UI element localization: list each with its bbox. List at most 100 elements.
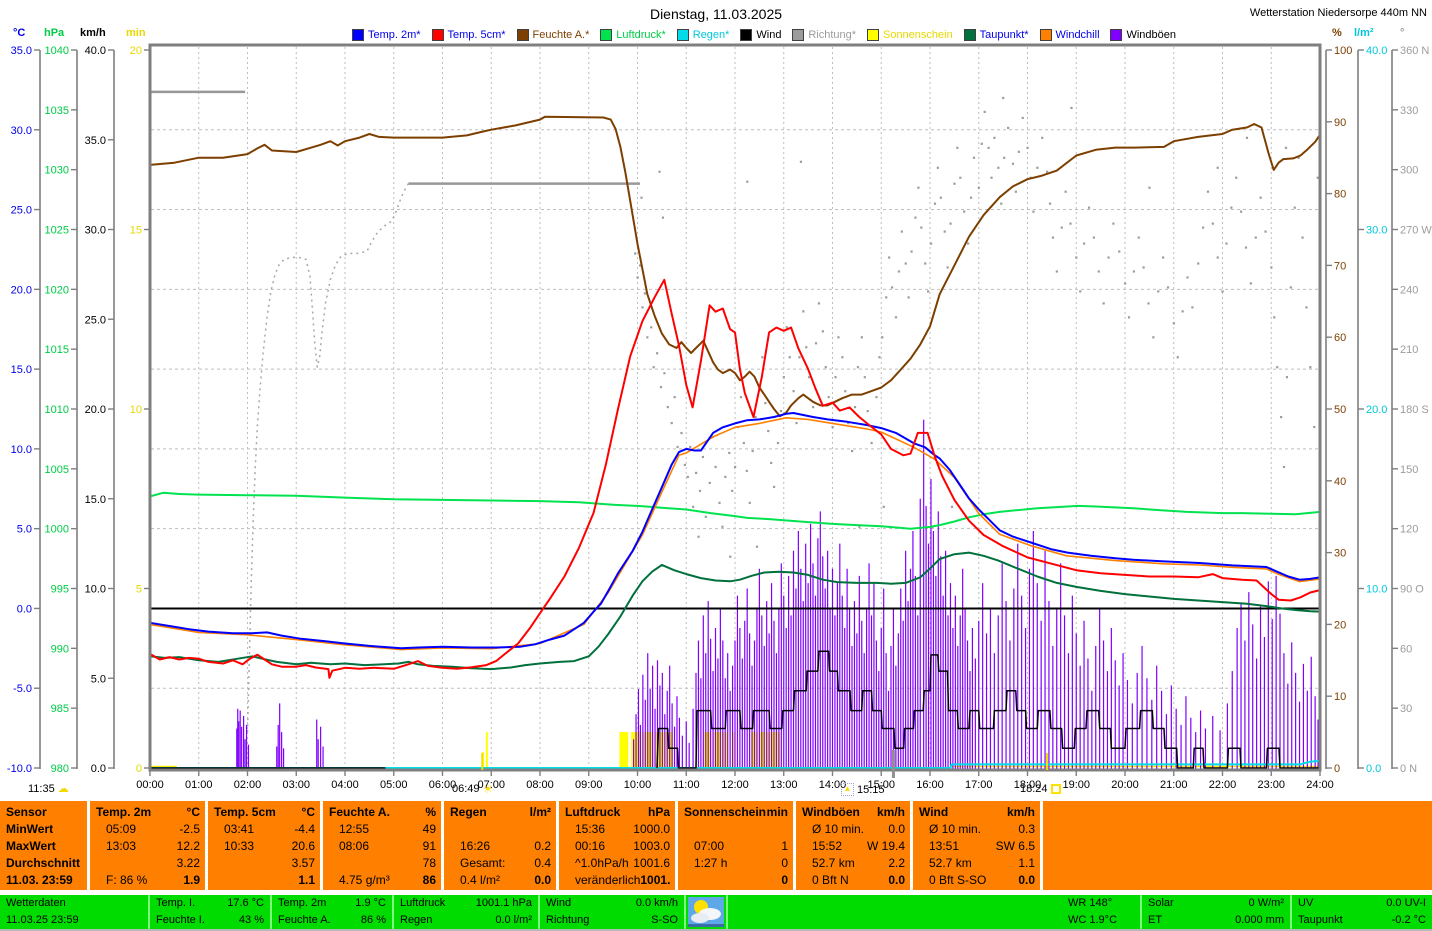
- wind-direction-dot: [689, 445, 692, 449]
- wind-direction-dot: [1147, 302, 1150, 305]
- axis-tick-label: 15: [130, 225, 142, 237]
- axis-tick-label: 330: [1400, 105, 1418, 117]
- wind-direction-dot: [1127, 316, 1131, 319]
- stats-col-windb-en: Windböen km/h Ø 10 min. 0.0 15:52 W 19.4 52.7 …: [796, 801, 913, 890]
- wind-direction-dot: [776, 441, 780, 445]
- axis-tick-label: 30: [1334, 548, 1346, 560]
- axis-tick-label: 0: [1334, 763, 1340, 775]
- status-spacer: [728, 895, 1062, 929]
- stats-cell-label: F: 86 %: [106, 873, 148, 888]
- wind-direction-dot: [1166, 286, 1170, 289]
- wind-direction-dot: [1301, 236, 1304, 239]
- stats-cell-label: 0.4 l/m²: [460, 873, 501, 888]
- wind-direction-dot: [1157, 290, 1160, 293]
- stats-cell-value: km/h: [876, 804, 905, 819]
- wind-direction-dot: [1172, 322, 1175, 325]
- wind-direction-dot: [1097, 270, 1100, 273]
- wind-direction-dot: [949, 222, 952, 225]
- wind-direction-dot: [1206, 190, 1210, 193]
- wind-direction-dot: [831, 425, 834, 429]
- wind-direction-dot: [1181, 310, 1184, 313]
- wind-direction-dot: [1221, 290, 1224, 293]
- time-tick-label: 00:00: [136, 779, 164, 791]
- astro-annotation-moon: 11:35 ☁: [28, 783, 69, 795]
- wind-direction-dot: [980, 142, 983, 145]
- axis-tick-label: 1005: [45, 464, 69, 476]
- legend-label: Luftdruck*: [616, 29, 666, 41]
- axis-unit-label: l/m²: [1354, 27, 1374, 39]
- wind-direction-dot: [967, 242, 970, 245]
- pressure-curve: [149, 491, 1321, 530]
- wind-direction-dot: [1003, 156, 1006, 159]
- wind-direction-dot: [788, 356, 791, 359]
- stats-cell-label: Wind: [919, 804, 949, 819]
- stats-cell-label: 16:26: [460, 838, 491, 853]
- wind-direction-dot: [1014, 190, 1017, 193]
- stats-col-filler: [1043, 801, 1432, 890]
- status-block-wind: Wind 0.0 km/h Richtung S-SO: [540, 895, 686, 929]
- wind-direction-dot: [1197, 262, 1200, 265]
- stats-cell-label: 0 Bft S-SO: [929, 873, 987, 888]
- stats-cell-value: 1: [781, 838, 788, 853]
- axis-tick-label: 270 W: [1400, 225, 1432, 237]
- status-block-temp-i-: Temp. I. 17.6 °C Feuchte I. 43 %: [150, 895, 272, 929]
- wind-direction-dot: [856, 366, 860, 369]
- axis-tick-label: 35.0: [11, 45, 32, 57]
- wind-direction-dot: [1092, 236, 1095, 239]
- wind-direction-dot: [638, 264, 642, 267]
- stats-cell-value: hPa: [647, 804, 670, 819]
- axis-tick-label: 10.0: [85, 584, 106, 596]
- stats-col-luftdruck: Luftdruck hPa 15:36 1000.0 00:16 1003.0 ^1.0hP…: [559, 801, 678, 890]
- axis-tick-label: 90: [1334, 117, 1346, 129]
- legend-item-feuchte-a-: Feuchte A.*: [516, 29, 590, 41]
- wind-direction-dot: [1026, 146, 1029, 149]
- wind-direction-dot: [812, 406, 815, 409]
- wind-direction-dot: [1211, 222, 1214, 225]
- time-tick-label: 12:00: [721, 779, 749, 791]
- legend-color-swatch: [740, 29, 753, 41]
- wind-direction-dot: [920, 226, 923, 229]
- stats-cell-label: 13:51: [929, 838, 960, 853]
- wind-direction-dot: [914, 216, 917, 219]
- axis-tick-label: 20: [1334, 619, 1346, 631]
- axis-tick-label: 35.0: [85, 135, 106, 147]
- time-tick-label: 08:00: [526, 779, 554, 791]
- axis-unit-label: °: [1400, 27, 1405, 39]
- wind-direction-dot: [841, 356, 844, 359]
- axis-tick-label: 10.0: [11, 444, 32, 456]
- wind-direction-dot: [1216, 166, 1219, 169]
- axis-tick-label: 1030: [45, 165, 69, 177]
- wind-direction-dot: [1087, 206, 1091, 209]
- wind-direction-dot: [1162, 256, 1165, 259]
- time-tick-label: 17:00: [965, 779, 993, 791]
- axis-tick-label: 20: [130, 45, 142, 57]
- wind-direction-dot: [1152, 336, 1155, 339]
- chart-legend: Temp. 2m* Temp. 5cm* Feuchte A.* Luftdruck*…: [352, 29, 1176, 41]
- wind-direction-dot: [1240, 210, 1243, 213]
- status-label: ET: [1148, 914, 1163, 926]
- status-value: 86 %: [360, 914, 386, 926]
- rain-curve: [150, 759, 1321, 769]
- wind-direction-dot: [704, 515, 707, 518]
- wind-direction-dot: [643, 292, 647, 295]
- stats-cell-value: 0: [781, 873, 788, 888]
- status-label: Luftdruck: [400, 897, 446, 909]
- axis-tick-label: 210: [1400, 344, 1418, 356]
- status-label: 11.03.25 23:59: [6, 914, 79, 926]
- status-block-solar: Solar 0 W/m² ET 0.000 mm: [1142, 895, 1292, 929]
- axis-tick-label: 30.0: [11, 125, 32, 137]
- legend-label: Richtung*: [808, 29, 857, 41]
- legend-item-windchill: Windchill: [1039, 29, 1100, 41]
- wind-direction-dot: [882, 505, 885, 508]
- legend-label: Feuchte A.*: [532, 29, 590, 41]
- axis-tick-label: 25.0: [11, 205, 32, 217]
- time-tick-label: 13:00: [770, 779, 798, 791]
- wind-direction-dot: [1132, 270, 1135, 273]
- legend-label: Temp. 2m*: [368, 29, 421, 41]
- wind-direction-dot: [697, 535, 700, 538]
- wind-direction-dot: [1230, 206, 1233, 209]
- wind-direction-dot: [983, 110, 986, 114]
- status-label: Temp. I.: [156, 897, 196, 909]
- wind-direction-dot: [817, 302, 821, 305]
- status-block-wr-148-: WR 148° WC 1.9°C: [1062, 895, 1142, 929]
